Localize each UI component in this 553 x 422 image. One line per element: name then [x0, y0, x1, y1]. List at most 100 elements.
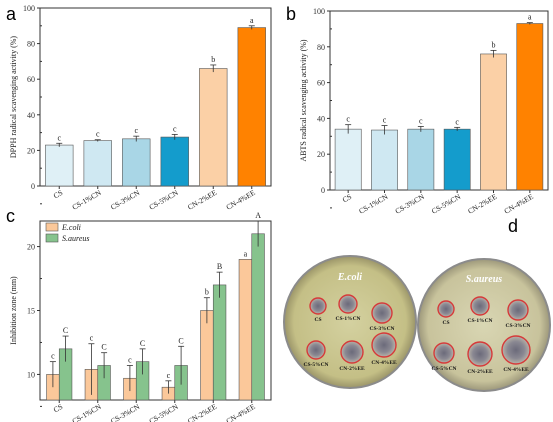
inhibition-zone: [306, 340, 326, 360]
bar: [237, 27, 266, 187]
legend-swatch: [45, 233, 59, 243]
x-tick-label: CS-3%CN: [109, 188, 142, 212]
y-tick-label: 80: [317, 43, 325, 52]
inhibition-zone: [309, 297, 327, 315]
y-tick-label: 60: [317, 79, 325, 88]
significance-letter: c: [90, 334, 94, 343]
bar: [443, 128, 471, 191]
y-tick-label: 40: [27, 111, 35, 120]
zone-label: CS-5%CN: [431, 366, 456, 372]
bar: [212, 284, 227, 401]
inhibition-zone: [340, 340, 364, 364]
inhibition-zone: [338, 294, 358, 314]
x-tick-label: CS-5%CN: [147, 188, 180, 212]
y-tick-label: 20: [27, 146, 35, 155]
zone-label: CS-1%CN: [335, 316, 360, 322]
bar: [122, 138, 151, 187]
petri-title-ecoli: E.coli: [337, 272, 362, 283]
x-tick-label: CN-2%EE: [186, 402, 219, 422]
x-tick-label: CS-1%CN: [70, 402, 103, 422]
significance-letter: b: [492, 40, 496, 49]
panel-label-b: b: [286, 4, 296, 24]
y-tick-label: 40: [317, 114, 325, 123]
inhibition-zone: [371, 302, 393, 324]
significance-letter: c: [128, 355, 132, 364]
plot-frame: [39, 220, 272, 401]
zone-label: CS: [314, 317, 321, 323]
zone-label: CS-5%CN: [303, 362, 328, 368]
bar: [407, 128, 435, 191]
x-tick-label: CS-5%CN: [147, 402, 180, 422]
x-tick-label: CN-4%EE: [224, 402, 257, 422]
inhibition-zone: [507, 299, 529, 321]
zone-label: CS-3%CN: [505, 323, 530, 329]
zone-label: CN-2%EE: [339, 366, 365, 372]
y-tick-label: 0: [31, 182, 35, 191]
x-tick-label: CS-1%CN: [357, 192, 390, 216]
zone-label: CN-4%EE: [371, 360, 397, 366]
significance-letter: c: [173, 124, 177, 133]
significance-letter: c: [346, 115, 350, 124]
bar: [480, 53, 507, 191]
x-tick-label: CS: [52, 402, 64, 414]
zone-label: CN-4%EE: [503, 367, 529, 373]
inhibition-zone: [501, 335, 531, 365]
plot-frame: [39, 7, 272, 187]
panel-label-a: a: [6, 4, 17, 24]
inhibition-zone: [437, 300, 455, 318]
x-tick-label: CS-1%CN: [70, 188, 103, 212]
petri-dish-photo: CS CS-1%CN CS-3%CN CS-5%CN CN-2%EE CN-4%EE CS C…: [283, 243, 553, 422]
significance-letter: c: [57, 133, 61, 142]
significance-letter: c: [455, 117, 459, 126]
significance-letter: c: [383, 116, 387, 125]
y-tick-label: 10: [27, 370, 35, 379]
significance-letter: a: [244, 249, 248, 258]
significance-letter: c: [419, 116, 423, 125]
y-tick-label: 20: [317, 150, 325, 159]
y-axis-label: ABTS radical scavenging activity (%): [299, 39, 308, 162]
zone-label: CN-2%EE: [467, 369, 493, 375]
x-tick-label: CS-3%CN: [394, 192, 427, 216]
y-tick-label: 0: [321, 186, 325, 195]
chart-b-abts: 0 20 40 60 80 100 ABTS radical scavenging acti…: [299, 7, 549, 216]
zone-label: CS-3%CN: [369, 326, 394, 332]
x-tick-label: CS: [52, 188, 64, 200]
bar: [238, 259, 253, 401]
zone-label: CS-1%CN: [467, 318, 492, 324]
significance-letter: b: [211, 55, 215, 64]
bar: [371, 129, 398, 191]
x-tick-label: CS-5%CN: [430, 192, 463, 216]
x-tick-label: CN-2%EE: [466, 192, 499, 216]
bar: [334, 128, 362, 191]
x-tick-label: CS-3%CN: [109, 402, 142, 422]
significance-letter: C: [178, 336, 183, 345]
significance-letter: A: [255, 211, 261, 220]
petri-title-saureus: S.aureus: [466, 274, 503, 285]
significance-letter: c: [134, 126, 138, 135]
inhibition-zone: [371, 332, 397, 358]
zone-label: CS: [442, 320, 449, 326]
chart-c-inhibition: 10 15 20 Inhibition zone (mm) CS CS-1%CN CS-3%…: [9, 211, 272, 422]
y-tick-label: 100: [313, 7, 325, 16]
y-tick-label: 20: [27, 243, 35, 252]
y-tick-label: 100: [23, 4, 35, 13]
inhibition-zone: [433, 342, 455, 364]
significance-letter: a: [250, 16, 254, 25]
y-tick-label: 60: [27, 75, 35, 84]
bar: [199, 68, 228, 187]
plot-frame: [329, 10, 549, 191]
inhibition-zone: [470, 296, 490, 316]
bar: [516, 23, 544, 191]
significance-letter: c: [51, 352, 55, 361]
significance-letter: c: [96, 130, 100, 139]
legend-label: S.aureus: [62, 234, 89, 243]
x-tick-label: CN-4%EE: [224, 188, 257, 212]
x-tick-label: CN-4%EE: [503, 192, 536, 216]
legend-swatch: [45, 222, 59, 232]
significance-letter: a: [528, 13, 532, 22]
inhibition-zone: [467, 341, 493, 367]
y-axis-label: Inhibition zone (mm): [9, 276, 18, 345]
bar: [251, 233, 265, 401]
significance-letter: B: [217, 262, 222, 271]
